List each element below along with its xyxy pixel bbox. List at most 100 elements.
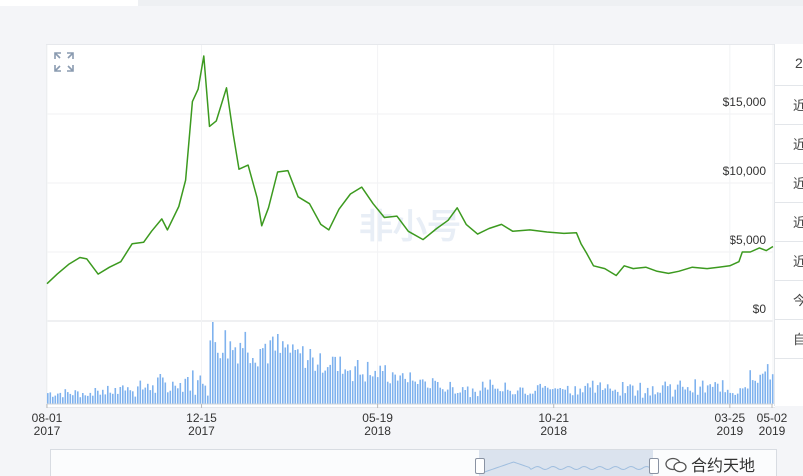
navigator-left-handle[interactable] xyxy=(474,458,485,474)
volume-bar xyxy=(349,370,351,404)
volume-bar xyxy=(404,378,406,404)
volume-bar xyxy=(556,388,559,404)
volume-bar xyxy=(431,378,434,404)
range-option-0[interactable]: 24 xyxy=(775,44,803,86)
volume-bar xyxy=(202,383,204,404)
volume-bar xyxy=(346,370,349,404)
volume-bar xyxy=(292,344,294,404)
volume-bar xyxy=(324,370,326,404)
range-option-4[interactable]: 近 xyxy=(775,203,803,242)
volume-bar xyxy=(479,390,481,404)
volume-bar xyxy=(159,374,162,404)
volume-bar xyxy=(119,387,122,404)
range-option-7[interactable]: 自 xyxy=(775,320,803,359)
volume-bar xyxy=(761,373,764,404)
active-tab[interactable] xyxy=(0,0,138,6)
volume-bar xyxy=(609,388,611,404)
volume-bar xyxy=(559,388,561,404)
chart-panel xyxy=(46,44,775,408)
volume-bar xyxy=(489,379,491,404)
volume-bar xyxy=(419,379,421,404)
volume-bar xyxy=(706,385,709,404)
volume-bar xyxy=(694,379,696,404)
volume-bar xyxy=(234,347,237,404)
volume-bar xyxy=(99,394,102,404)
volume-bar xyxy=(67,392,69,404)
volume-bar xyxy=(89,392,92,404)
volume-bar xyxy=(199,375,202,404)
volume-bar xyxy=(406,382,409,404)
volume-bar xyxy=(521,387,524,404)
volume-bar xyxy=(624,393,626,404)
navigator-selection[interactable] xyxy=(478,450,653,476)
volume-bar xyxy=(444,391,446,404)
range-option-3[interactable]: 近 xyxy=(775,164,803,203)
volume-bar xyxy=(147,383,149,404)
volume-bar xyxy=(524,393,526,404)
volume-bar xyxy=(77,391,79,404)
range-option-2[interactable]: 近 xyxy=(775,125,803,164)
volume-bar xyxy=(312,357,314,404)
volume-bar xyxy=(561,389,564,404)
volume-bar xyxy=(157,377,159,404)
volume-bar xyxy=(476,396,479,404)
volume-bar xyxy=(439,387,441,404)
volume-bar xyxy=(501,391,504,404)
volume-bar xyxy=(174,385,177,404)
range-option-1[interactable]: 近 xyxy=(775,86,803,125)
volume-bar xyxy=(114,388,117,404)
volume-bar xyxy=(274,350,277,404)
volume-bar xyxy=(396,380,399,404)
volume-bar xyxy=(297,349,299,404)
x-tick-date: 05-02 xyxy=(757,411,788,425)
volume-bar xyxy=(704,392,706,404)
volume-bar xyxy=(304,367,307,404)
fullscreen-icon[interactable] xyxy=(52,50,76,74)
volume-bar xyxy=(759,374,761,404)
volume-bar xyxy=(189,390,192,404)
volume-bar xyxy=(107,385,109,404)
range-option-5[interactable]: 近 xyxy=(775,242,803,281)
volume-bar xyxy=(579,388,581,404)
volume-bar xyxy=(499,391,501,404)
y-tick-label: $0 xyxy=(753,302,767,316)
volume-bar xyxy=(629,384,631,404)
navigator-right-handle[interactable] xyxy=(648,458,659,474)
volume-bar xyxy=(654,394,656,404)
volume-bar xyxy=(169,390,172,404)
volume-bar xyxy=(656,392,659,404)
volume-bar xyxy=(321,372,324,404)
volume-bar xyxy=(219,358,222,404)
volume-bar xyxy=(569,393,571,404)
range-option-6[interactable]: 今 xyxy=(775,281,803,320)
range-sidebar: 24近近近近近今自 xyxy=(774,44,803,406)
volume-bar xyxy=(354,366,356,404)
volume-bar xyxy=(749,370,751,404)
volume-bar xyxy=(659,392,661,404)
volume-bar xyxy=(331,356,334,404)
volume-bar xyxy=(209,340,212,404)
volume-bar xyxy=(534,390,536,404)
volume-bar xyxy=(671,396,674,404)
volume-bar xyxy=(104,394,107,404)
volume-bar xyxy=(399,375,401,404)
volume-bar xyxy=(646,387,649,404)
volume-bar xyxy=(54,395,57,404)
volume-bar xyxy=(546,387,549,404)
volume-bar xyxy=(679,380,681,404)
volume-bar xyxy=(371,376,374,404)
volume-bar xyxy=(314,370,316,404)
volume-bar xyxy=(364,381,366,404)
volume-bar xyxy=(684,389,686,404)
volume-bar xyxy=(726,389,729,404)
volume-bar xyxy=(696,394,699,404)
volume-bar xyxy=(134,396,137,404)
volume-bar xyxy=(619,395,621,404)
volume-bar xyxy=(716,383,719,404)
volume-bar xyxy=(739,388,741,404)
volume-bar xyxy=(661,385,664,404)
volume-bar xyxy=(639,382,641,404)
volume-bar xyxy=(531,393,534,404)
range-navigator[interactable] xyxy=(50,449,777,476)
volume-bar xyxy=(539,383,541,404)
